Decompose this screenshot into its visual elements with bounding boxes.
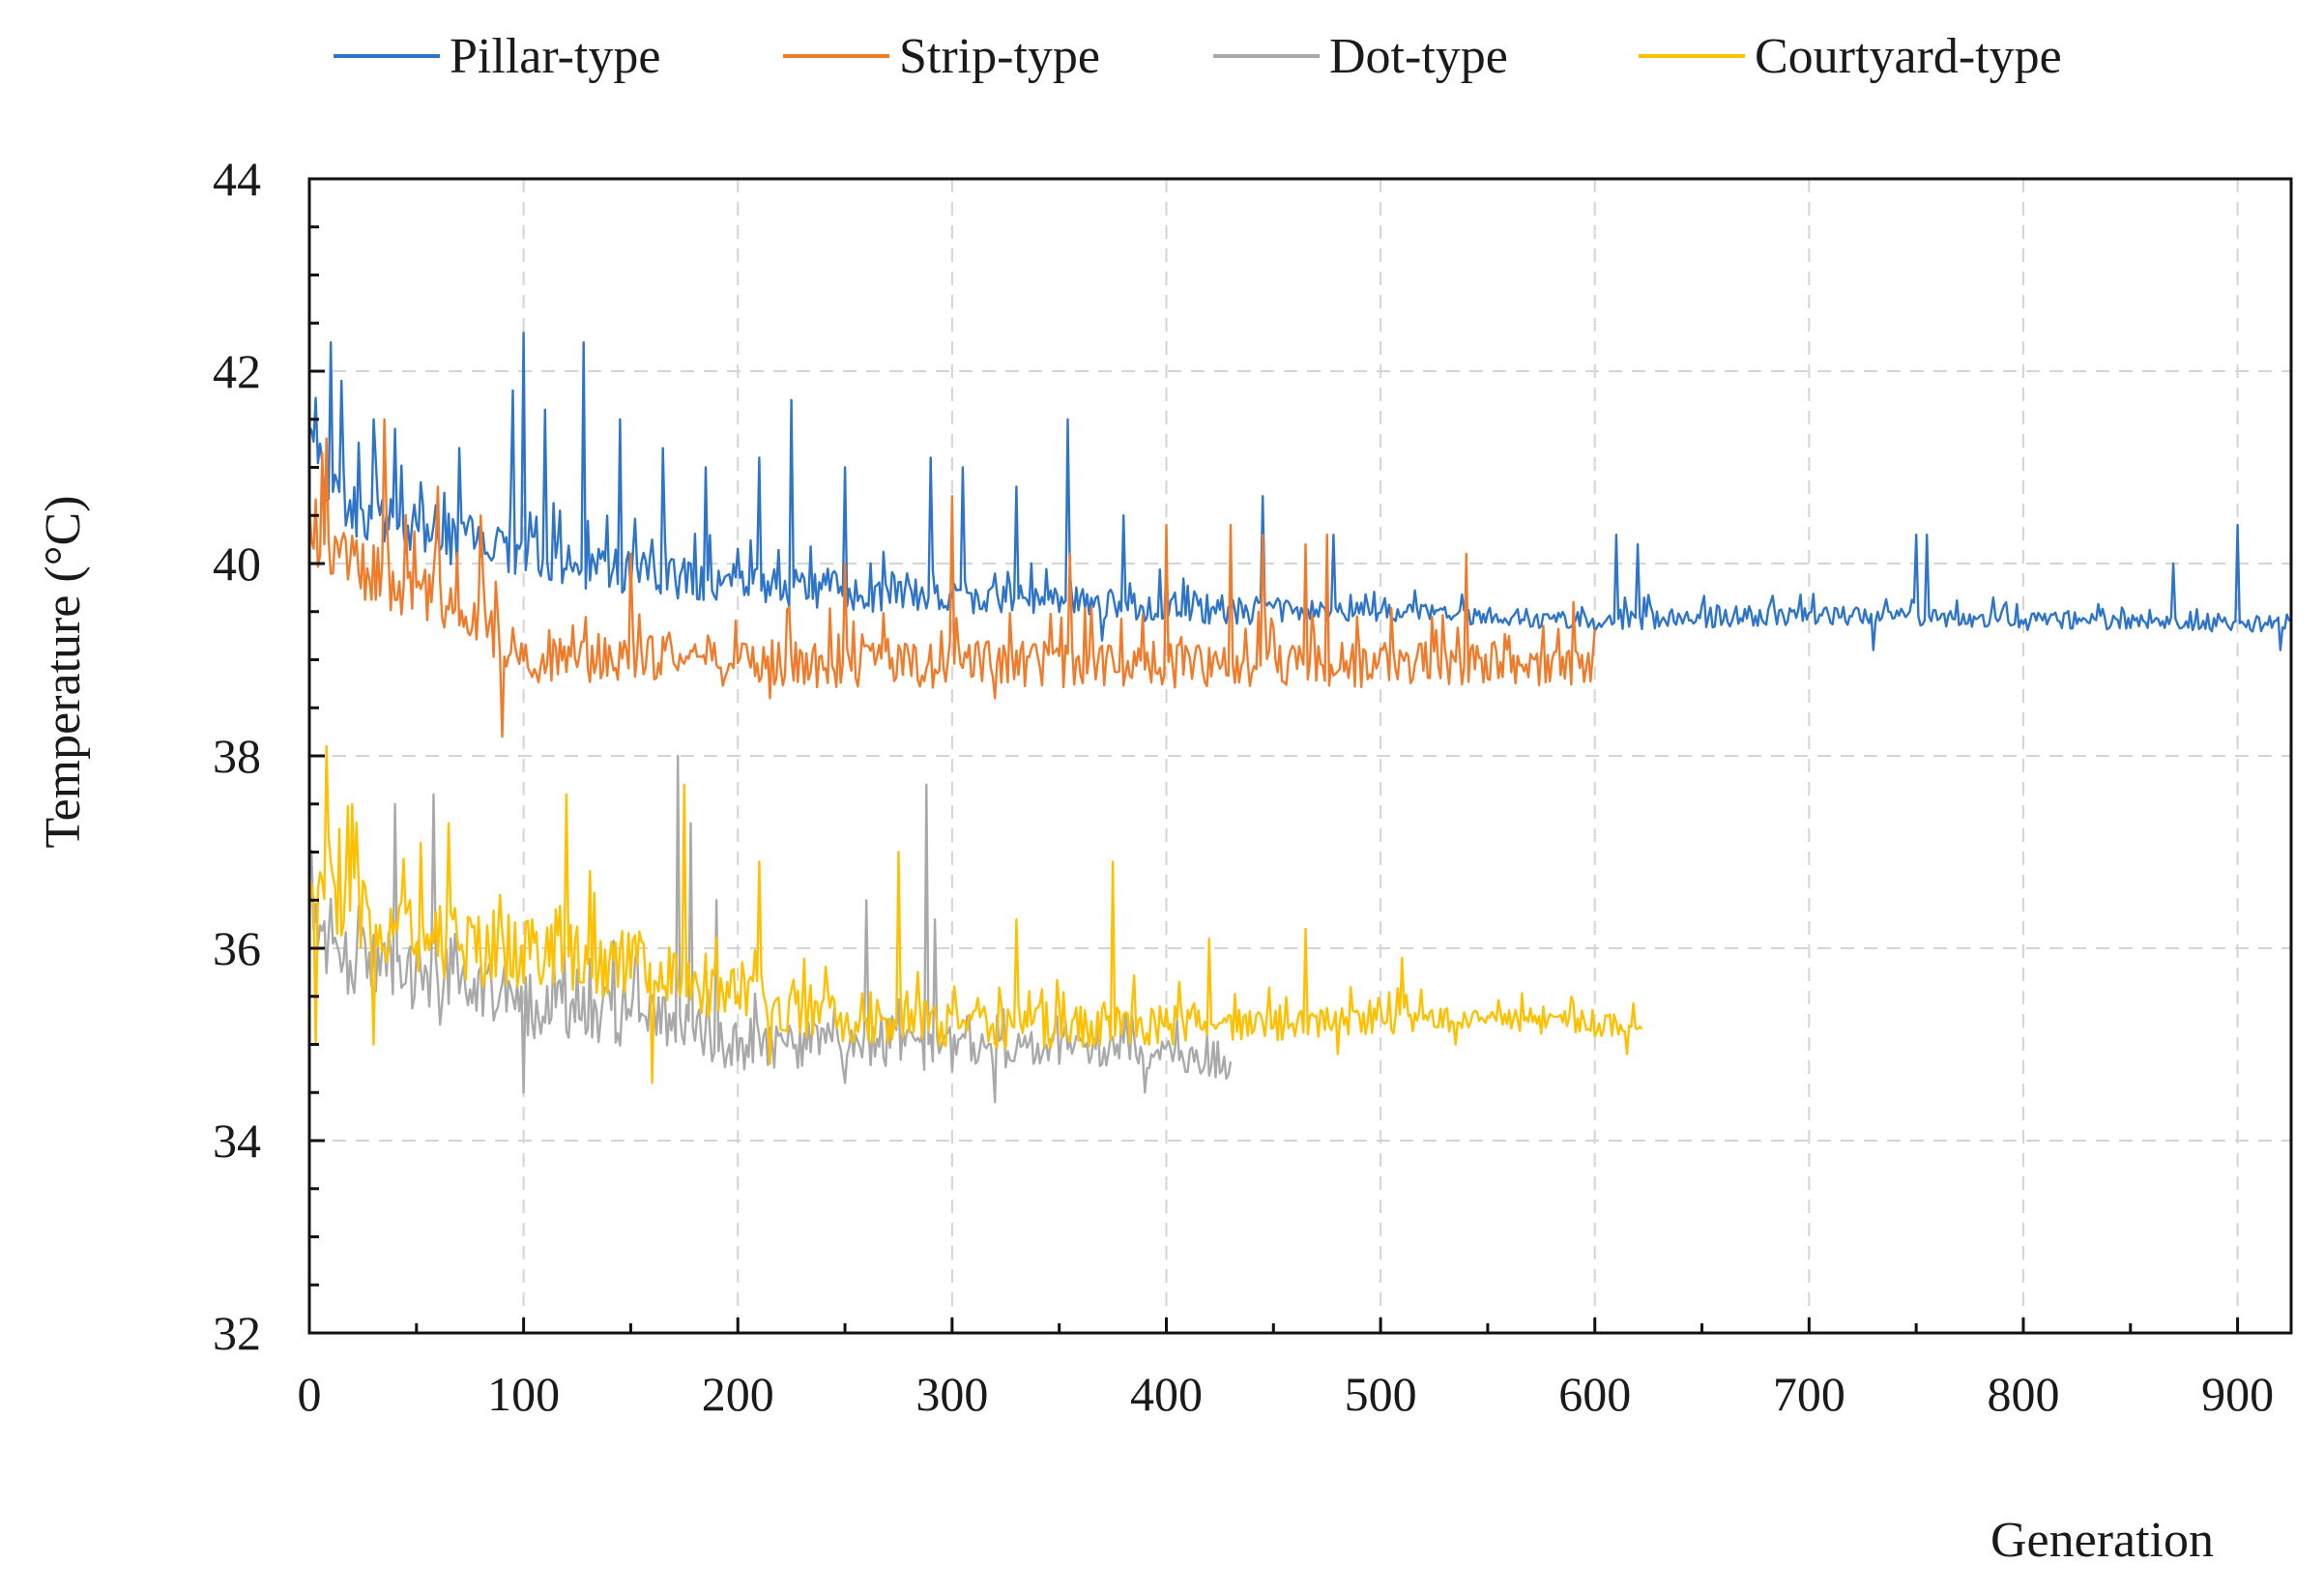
y-tick-label: 34 — [213, 1114, 261, 1168]
axis-ticks — [307, 177, 2240, 1335]
x-axis-title: Generation — [1990, 1513, 2214, 1568]
x-tick-label: 200 — [702, 1367, 774, 1421]
legend-item-pillar-type: Pillar-type — [334, 29, 660, 84]
series-layer — [307, 332, 2292, 1104]
axis-tick-labels: 0 100 200 300 400 500 600 700 800 900 32 34 36 38 40 42… — [213, 152, 2274, 1421]
legend-label: Courtyard-type — [1755, 29, 2062, 84]
legend-label: Pillar-type — [450, 29, 660, 84]
y-tick-label: 40 — [213, 536, 261, 591]
legend-item-strip-type: Strip-type — [783, 29, 1100, 84]
plot-area — [309, 179, 2291, 1333]
x-tick-label: 700 — [1773, 1367, 1845, 1421]
series-line-strip-type — [307, 418, 1596, 739]
x-tick-label: 600 — [1558, 1367, 1631, 1421]
legend-label: Strip-type — [899, 29, 1100, 84]
x-tick-label: 800 — [1987, 1367, 2059, 1421]
y-axis-title: Temperature (°C) — [36, 495, 91, 848]
y-tick-label: 38 — [213, 729, 261, 783]
x-tick-label: 0 — [298, 1367, 322, 1421]
y-tick-label: 32 — [213, 1306, 261, 1360]
grid-lines — [309, 179, 2291, 1333]
legend-label: Dot-type — [1329, 29, 1508, 84]
x-tick-label: 900 — [2201, 1367, 2274, 1421]
legend-item-dot-type: Dot-type — [1213, 29, 1508, 84]
x-tick-label: 100 — [487, 1367, 560, 1421]
legend-item-courtyard-type: Courtyard-type — [1639, 29, 2062, 84]
x-tick-label: 400 — [1130, 1367, 1203, 1421]
series-line-courtyard-type — [307, 744, 1643, 1085]
y-tick-label: 42 — [213, 344, 261, 398]
series-line-pillar-type — [307, 332, 2292, 652]
legend: Pillar-type Strip-type Dot-type Courtyard-t… — [334, 29, 2062, 84]
y-tick-label: 36 — [213, 921, 261, 975]
y-tick-label: 44 — [213, 152, 261, 206]
x-tick-label: 300 — [915, 1367, 988, 1421]
x-tick-label: 500 — [1345, 1367, 1417, 1421]
